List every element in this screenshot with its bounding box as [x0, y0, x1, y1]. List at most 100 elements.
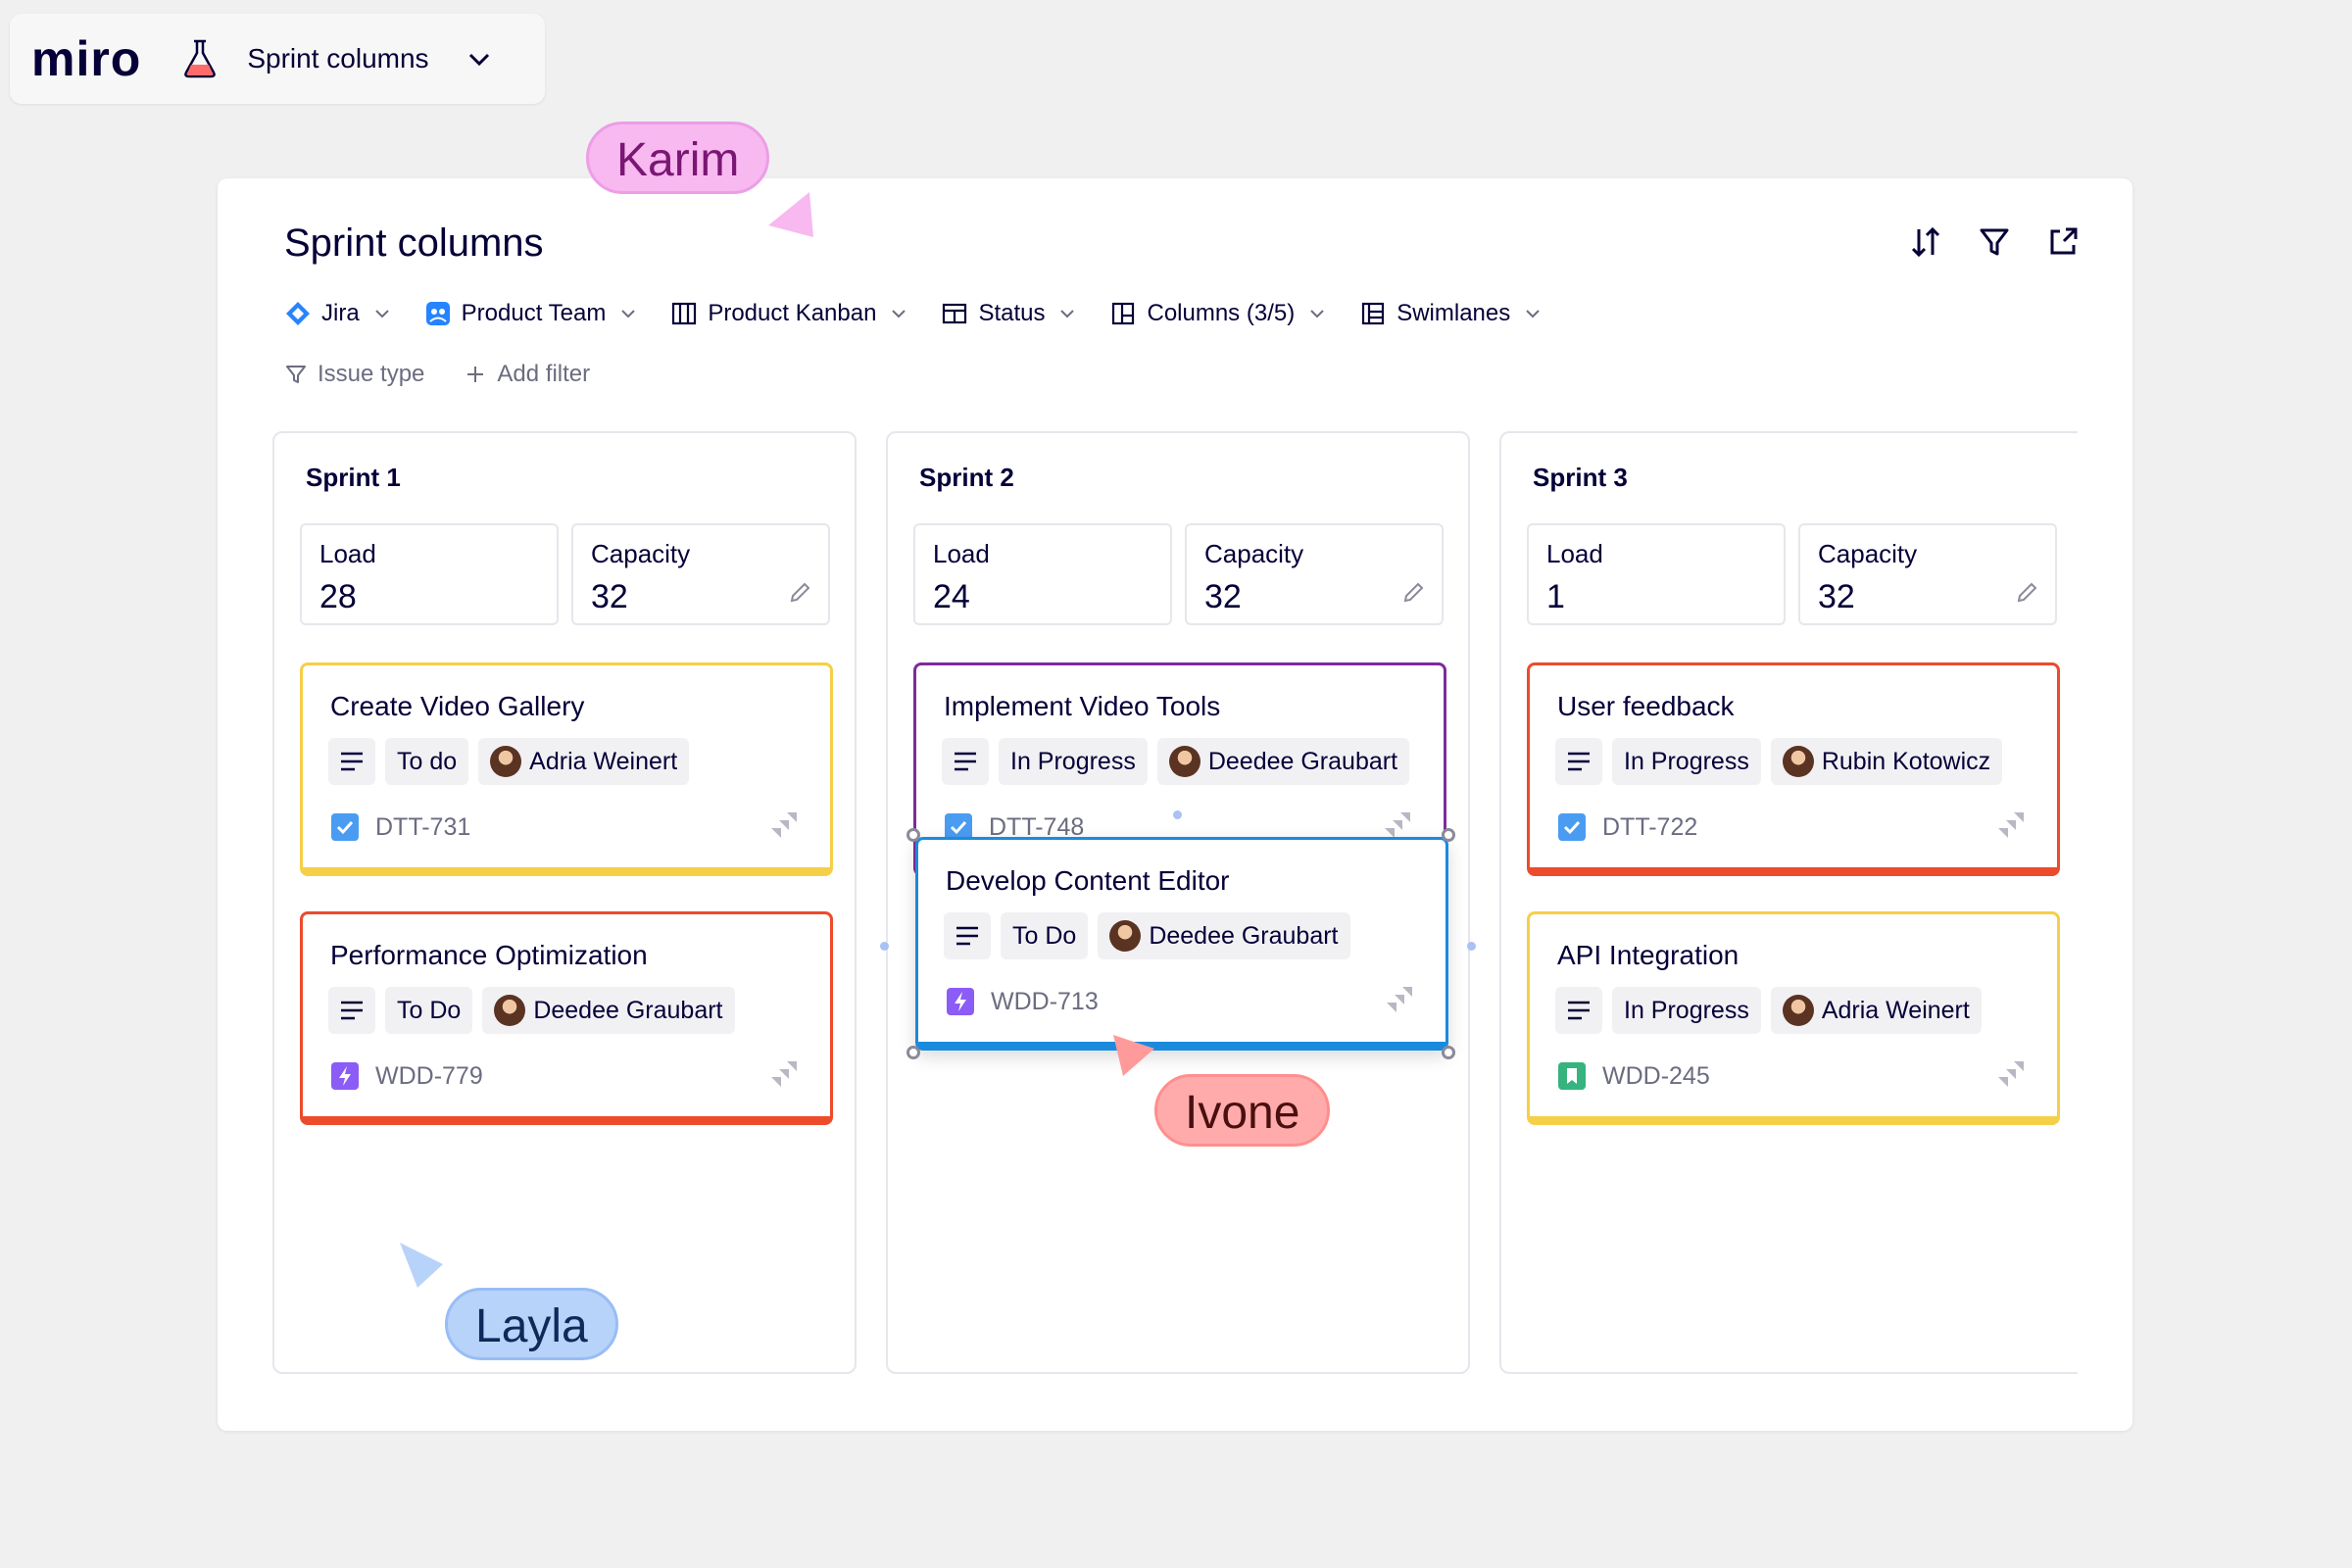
load-metric: Load 28 [300, 523, 559, 625]
load-value: 1 [1546, 578, 1565, 615]
load-metric: Load 1 [1527, 523, 1786, 625]
assignee-chip[interactable]: Deedee Graubart [1156, 738, 1410, 785]
chevron-down-icon [1060, 310, 1075, 318]
assignee-chip[interactable]: Adria Weinert [1770, 987, 1982, 1034]
resize-handle[interactable] [906, 828, 920, 842]
status-chip[interactable]: To do [385, 738, 469, 785]
pencil-icon[interactable] [2014, 580, 2039, 606]
issue-key[interactable]: DTT-722 [1557, 812, 1697, 842]
toolbar-jira[interactable]: Jira [284, 300, 391, 327]
card-title: User feedback [1557, 691, 1735, 721]
assignee-chip[interactable]: Adria Weinert [478, 738, 690, 785]
board-header: miro Sprint columns [10, 14, 545, 104]
issue-card-selected[interactable]: Develop Content Editor To Do Deedee Grau… [915, 837, 1448, 1051]
issue-key[interactable]: WDD-713 [946, 987, 1099, 1016]
issue-card[interactable]: User feedback In Progress Rubin Kotowicz… [1527, 662, 2060, 876]
card-title: Create Video Gallery [330, 691, 585, 721]
status-chip[interactable]: In Progress [999, 738, 1148, 785]
pencil-icon[interactable] [1400, 580, 1426, 606]
card-title: Performance Optimization [330, 940, 648, 970]
issue-key[interactable]: WDD-245 [1557, 1061, 1710, 1091]
pencil-icon[interactable] [787, 580, 812, 606]
description-chip[interactable] [1555, 738, 1602, 785]
filter-issue-type-label: Issue type [318, 361, 425, 387]
resize-handle[interactable] [1442, 1046, 1455, 1059]
card-title: API Integration [1557, 940, 1740, 970]
avatar [1782, 995, 1814, 1026]
description-icon [955, 752, 976, 771]
assignee-chip[interactable]: Deedee Graubart [1098, 912, 1350, 959]
issue-key[interactable]: WDD-779 [330, 1061, 483, 1091]
collaborator-cursor-layla [400, 1243, 443, 1288]
load-label: Load [319, 539, 376, 568]
card-fields: In Progress Deedee Graubart [942, 738, 1419, 785]
issue-card[interactable]: Create Video Gallery To do Adria Weinert… [300, 662, 833, 876]
toolbar-product-kanban[interactable]: Product Kanban [670, 300, 907, 327]
resize-handle[interactable] [1442, 828, 1455, 842]
board-icon [672, 302, 697, 325]
description-chip[interactable] [944, 912, 991, 959]
capacity-metric[interactable]: Capacity 32 [1798, 523, 2057, 625]
resize-handle[interactable] [906, 1046, 920, 1059]
sprint-column: Sprint 3 Load 1 Capacity 32 User feedbac… [1499, 431, 2078, 1374]
assignee-name: Rubin Kotowicz [1821, 747, 1991, 775]
description-chip[interactable] [942, 738, 989, 785]
open-external-icon[interactable] [2044, 223, 2082, 261]
jira-icon [1387, 987, 1412, 1012]
status-chip[interactable]: In Progress [1612, 987, 1761, 1034]
plus-icon [467, 367, 484, 382]
jira-icon [1385, 812, 1410, 838]
description-chip[interactable] [328, 738, 375, 785]
filter-icon[interactable] [1976, 223, 2013, 261]
sprint-title: Sprint 2 [919, 463, 1014, 492]
issue-key[interactable]: DTT-731 [330, 812, 470, 842]
toolbar-swimlanes[interactable]: Swimlanes [1359, 300, 1542, 327]
load-label: Load [1546, 539, 1603, 568]
miro-logo[interactable]: miro [31, 31, 142, 86]
toolbar-product-team[interactable]: Product Team [424, 300, 638, 327]
issue-card[interactable]: API Integration In Progress Adria Weiner… [1527, 911, 2060, 1125]
columns-icon [1112, 302, 1135, 325]
capacity-label: Capacity [1818, 539, 1918, 568]
issue-key[interactable]: DTT-748 [944, 812, 1084, 842]
card-title: Develop Content Editor [946, 865, 1230, 896]
status-chip[interactable]: To Do [1001, 912, 1089, 959]
load-label: Load [933, 539, 990, 568]
connection-dot[interactable] [880, 942, 889, 951]
board-name[interactable]: Sprint columns [247, 43, 429, 74]
capacity-metric[interactable]: Capacity 32 [571, 523, 830, 625]
connection-dot[interactable] [1173, 810, 1182, 819]
team-icon [425, 302, 450, 325]
description-icon [341, 1001, 363, 1020]
add-filter-button[interactable]: Add filter [464, 361, 590, 388]
description-icon [341, 752, 363, 771]
issue-key-text: WDD-245 [1602, 1061, 1710, 1090]
sprint-title: Sprint 1 [306, 463, 401, 492]
issue-key-text: DTT-722 [1602, 812, 1698, 841]
epic-lightning-icon [331, 1062, 359, 1090]
connection-dot[interactable] [1467, 942, 1476, 951]
issue-card[interactable]: Performance Optimization To Do Deedee Gr… [300, 911, 833, 1125]
collaborator-cursor-karim [768, 192, 813, 237]
toolbar-product-team-label: Product Team [461, 300, 607, 326]
card-fields: To Do Deedee Graubart [944, 912, 1360, 959]
sort-icon[interactable] [1907, 223, 1944, 261]
assignee-chip[interactable]: Deedee Graubart [482, 987, 735, 1034]
status-chip[interactable]: In Progress [1612, 738, 1761, 785]
toolbar-columns[interactable]: Columns (3/5) [1109, 300, 1326, 327]
chevron-down-icon[interactable] [465, 44, 494, 74]
card-title: Implement Video Tools [944, 691, 1221, 721]
capacity-value: 32 [1204, 578, 1242, 615]
status-chip[interactable]: To Do [385, 987, 473, 1034]
assignee-chip[interactable]: Rubin Kotowicz [1770, 738, 2003, 785]
description-icon [1568, 752, 1590, 771]
status-icon [943, 303, 967, 324]
description-chip[interactable] [1555, 987, 1602, 1034]
toolbar-status[interactable]: Status [941, 300, 1076, 327]
issue-key-text: WDD-713 [991, 987, 1099, 1015]
avatar [490, 746, 522, 777]
description-icon [956, 926, 978, 946]
filter-issue-type[interactable]: Issue type [284, 361, 424, 388]
capacity-metric[interactable]: Capacity 32 [1185, 523, 1444, 625]
description-chip[interactable] [328, 987, 375, 1034]
